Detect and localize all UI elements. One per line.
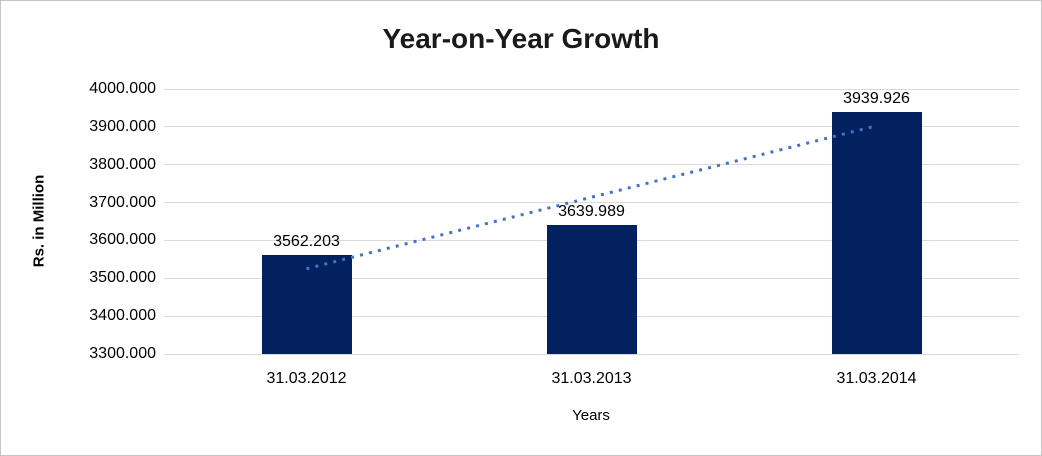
y-tick-label: 3800.000 [89, 155, 156, 173]
x-axis-title: Years [572, 407, 610, 424]
x-tick-label: 31.03.2014 [836, 370, 917, 387]
gridline [164, 88, 1019, 90]
y-tick-label: 3900.000 [89, 117, 156, 135]
y-tick-label: 3400.000 [89, 307, 156, 325]
bar-data-label: 3639.989 [558, 203, 625, 221]
chart-title: Year-on-Year Growth [382, 23, 660, 54]
bar [546, 225, 637, 354]
y-axis-title: Rs. in Million [30, 174, 48, 268]
gridline [164, 353, 1019, 355]
gridline [164, 126, 1019, 128]
trendline [306, 124, 877, 271]
bar [831, 111, 922, 354]
x-tick-label: 31.03.2013 [551, 370, 632, 387]
bar-data-label: 3939.926 [843, 89, 910, 107]
plot-area: 3562.203 3639.989 3939.926 [164, 88, 1019, 355]
y-tick-label: 3300.000 [89, 345, 156, 362]
gridline [164, 164, 1019, 166]
y-tick-label: 3500.000 [89, 269, 156, 287]
gridline [164, 202, 1019, 204]
y-tick-label: 3700.000 [89, 193, 156, 211]
y-tick-label: 4000.000 [89, 80, 156, 97]
x-tick-label: 31.03.2012 [266, 370, 347, 387]
bar-data-label: 3562.203 [273, 232, 340, 250]
y-tick-label: 3600.000 [89, 231, 156, 249]
bar [261, 254, 352, 354]
